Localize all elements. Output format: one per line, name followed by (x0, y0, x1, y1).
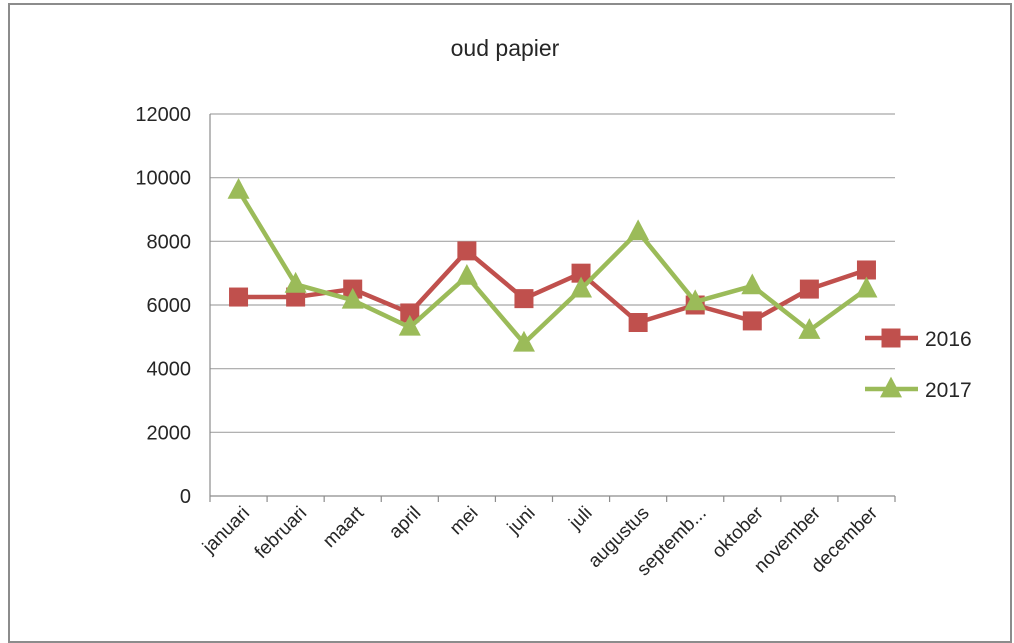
legend-label: 2016 (925, 328, 972, 351)
x-tick-label: januari (198, 503, 254, 559)
chart-title: oud papier (451, 35, 560, 61)
data-point (627, 219, 650, 241)
data-point (855, 276, 878, 298)
series-line (238, 248, 868, 325)
data-point (684, 289, 707, 311)
x-tick-label: mei (446, 503, 483, 540)
x-tick-label: juli (565, 503, 597, 535)
data-point (741, 273, 764, 295)
legend-item-2017: 2017 (865, 376, 972, 402)
x-tick-label: april (385, 503, 425, 543)
series-line (236, 189, 868, 346)
x-tick-label: februari (251, 503, 311, 563)
y-tick-label: 4000 (147, 359, 192, 381)
y-tick-label: 8000 (147, 231, 192, 253)
x-tick-label: juni (503, 503, 539, 539)
data-point (798, 318, 821, 339)
legend-marker (880, 376, 902, 398)
data-point (512, 330, 535, 352)
x-tick-label: maart (319, 502, 369, 552)
data-point (514, 289, 534, 309)
gridlines (210, 113, 895, 433)
legend: 2016 2017 (865, 328, 972, 402)
y-axis-tick-labels: 0 2000 4000 6000 8000 10000 12000 (135, 104, 191, 508)
axes (209, 114, 896, 502)
data-point (229, 287, 249, 307)
data-point (856, 260, 876, 280)
series-2017 (227, 178, 878, 352)
series-layer (227, 178, 878, 352)
data-point (227, 178, 250, 199)
y-tick-label: 10000 (135, 168, 191, 190)
data-point (400, 303, 420, 323)
legend-label: 2017 (925, 379, 972, 402)
data-point (284, 271, 307, 293)
data-point (398, 314, 421, 336)
data-point (742, 311, 762, 331)
y-tick-label: 0 (180, 486, 191, 508)
chart-frame (8, 3, 1012, 643)
y-tick-label: 6000 (147, 295, 192, 317)
legend-marker (881, 328, 901, 348)
data-point (571, 263, 591, 283)
data-point (341, 287, 364, 309)
y-tick-label: 12000 (135, 104, 191, 126)
legend-item-2016: 2016 (865, 328, 972, 351)
data-point (570, 276, 593, 298)
data-point (628, 313, 648, 333)
data-point (799, 279, 819, 299)
data-point (455, 263, 478, 285)
data-point (457, 241, 477, 261)
y-tick-label: 2000 (147, 422, 192, 444)
line-chart: oud papier 0 2000 4000 6000 8000 10000 12000 j… (135, 35, 972, 580)
